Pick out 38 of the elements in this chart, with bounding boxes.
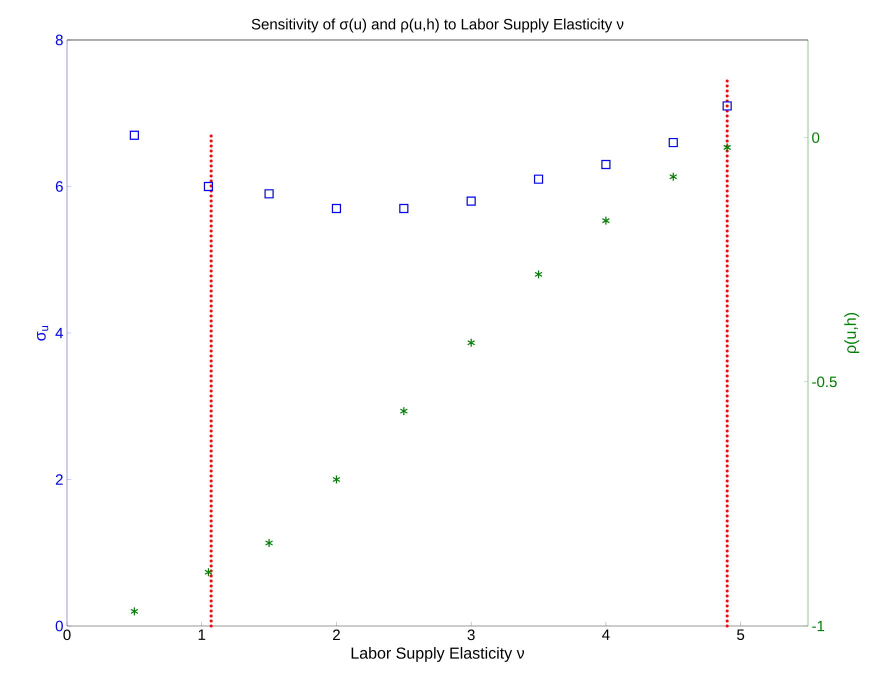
y-axis-title: σ$_{u}$ xyxy=(37,326,48,341)
point xyxy=(601,160,611,170)
point xyxy=(332,204,342,214)
x-tick-label: 4 xyxy=(602,630,610,640)
x-axis-title: Labor Supply Elasticity ν xyxy=(352,647,524,662)
point xyxy=(723,142,732,152)
chart-title: Sensitivity of σ(u) and ρ(u,h) to Labor Supply Elasticity ν xyxy=(252,18,624,32)
point xyxy=(204,182,214,192)
point xyxy=(602,216,610,226)
y-tick-label: 0 xyxy=(56,620,63,632)
point xyxy=(130,130,139,140)
y2-tick-label: 0 xyxy=(812,132,820,143)
point xyxy=(265,538,274,548)
x-tick-label: 5 xyxy=(737,630,744,640)
y2-tick-label: -1 xyxy=(812,620,824,632)
y-tick-label: 6 xyxy=(56,181,63,192)
point xyxy=(722,101,732,111)
y2-tick-label: -0.5 xyxy=(812,376,837,388)
y-tick-label: 4 xyxy=(55,328,64,338)
y2-axis-title: ρ(u,h) xyxy=(844,312,860,353)
point xyxy=(467,338,476,348)
y-tick-label: 2 xyxy=(56,474,63,485)
point xyxy=(399,204,408,214)
point xyxy=(130,606,138,616)
point xyxy=(264,189,274,198)
point xyxy=(400,406,408,416)
point xyxy=(534,174,544,184)
point xyxy=(669,172,678,182)
point xyxy=(332,474,341,484)
point xyxy=(466,196,476,206)
point xyxy=(204,568,213,577)
x-tick-label: 2 xyxy=(333,630,340,640)
x-tick-label: 0 xyxy=(63,630,71,640)
x-tick-label: 3 xyxy=(468,630,475,640)
point xyxy=(668,138,678,148)
y-tick-label: 8 xyxy=(56,34,63,46)
point xyxy=(534,270,543,279)
x-tick-label: 1 xyxy=(198,630,206,640)
